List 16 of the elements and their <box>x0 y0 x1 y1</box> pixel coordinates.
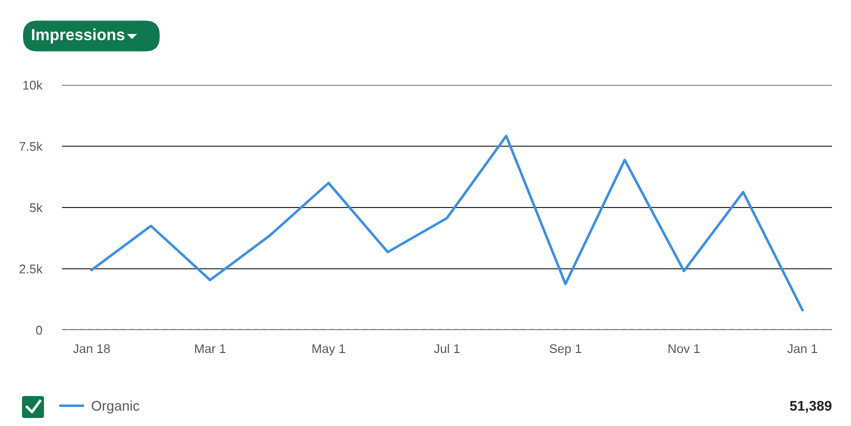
legend-label: Organic <box>92 400 140 414</box>
x-tick-label: Jan 18 <box>73 344 110 354</box>
text: 51,389 <box>790 400 832 413</box>
x-tick-label: Jul 1 <box>434 344 460 354</box>
y-tick-label: 7.5k <box>20 142 43 151</box>
y-tick-label: 5k <box>30 202 43 212</box>
line-series <box>90 134 804 312</box>
y-tick-label: 0 <box>36 326 42 335</box>
y-tick-label: 10k <box>23 80 43 90</box>
x-tick-label: Mar 1 <box>195 344 226 354</box>
x-tick-label: May 1 <box>312 344 345 356</box>
y-tick-label: 2.5k <box>20 264 43 274</box>
x-tick-label: Nov 1 <box>668 344 700 354</box>
x-tick-label: Jan 1 <box>787 344 818 354</box>
chart-title: Impressions <box>32 28 124 44</box>
x-tick-label: Sep 1 <box>550 344 582 356</box>
